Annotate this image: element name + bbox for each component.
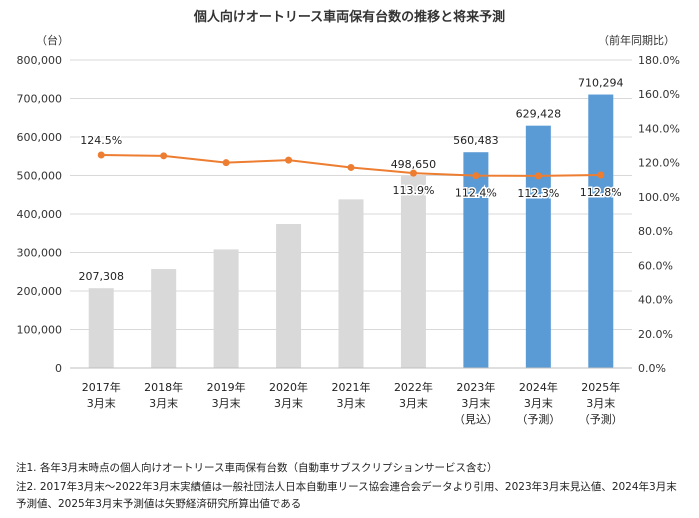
x-tick-label-line: 2017年 [82,380,121,394]
x-tick-label-line: 2024年 [519,380,558,394]
x-tick-label-line: 3月末 [337,396,366,410]
x-tick-label: 2021年 3月末 [332,380,371,410]
line-point [534,172,542,180]
right-tick-label: 100.0% [638,191,680,204]
bar-value-label: 498,650 [391,158,437,171]
right-tick-label: 60.0% [638,259,673,272]
x-tick-label-line: （予測） [516,412,560,426]
left-tick-label: 300,000 [17,247,63,260]
right-tick-label: 120.0% [638,157,680,170]
x-tick-label-line: 2018年 [144,380,183,394]
line-point [97,151,105,159]
left-tick-label: 700,000 [17,93,63,106]
x-tick-label: 2023年 3月末 （見込） [454,380,498,426]
line-point [160,152,168,160]
x-tick-label-line: 3月末 [461,396,490,410]
x-tick-label-line: （見込） [454,413,498,426]
x-tick-label-line: 3月末 [87,396,116,410]
x-tick-label-line: 2022年 [394,380,433,394]
left-tick-label: 800,000 [17,54,63,67]
line-point [222,159,230,167]
bar-value-label: 629,428 [516,108,562,121]
x-tick-label: 2022年 3月末 [394,380,433,410]
x-tick-label-line: （予測） [579,412,623,426]
x-tick-label-line: 2019年 [207,380,246,394]
bar [463,152,489,368]
x-tick-label: 2018年 3月末 [144,380,183,410]
x-tick-label-line: 3月末 [274,396,303,410]
left-tick-label: 0 [55,362,62,375]
x-tick-label: 2024年 3月末 （予測） [516,380,560,426]
bar [525,125,551,368]
left-tick-label: 500,000 [17,170,63,183]
bar [400,176,426,368]
left-tick-label: 600,000 [17,131,63,144]
right-tick-label: 0.0% [638,362,666,375]
bar-value-label: 207,308 [78,270,124,283]
x-tick-label: 2025年 3月末 （予測） [579,380,623,426]
left-tick-label: 200,000 [17,285,63,298]
right-axis-unit: （前年同期比） [598,34,675,47]
right-tick-label: 20.0% [638,328,673,341]
line-value-label: 113.9% [392,184,434,197]
line-point [597,171,605,179]
footnote-2-line2: 予測値、2025年3月末予測値は矢野経済研究所算出値である [16,498,302,510]
x-tick-label-line: 3月末 [149,396,178,410]
x-tick-label-line: 3月末 [212,396,241,410]
bar-value-label: 560,483 [453,134,499,147]
line-point [285,156,293,164]
x-tick-label-line: 2023年 [456,380,495,394]
footnote-1: 注1. 各年3月末時点の個人向けオートリース車両保有台数（自動車サブスクリプショ… [16,462,498,474]
x-tick-label-line: 2020年 [269,380,308,394]
left-tick-label: 100,000 [17,324,63,337]
x-tick-label-line: 3月末 [524,396,553,410]
x-tick-label: 2019年 3月末 [207,380,246,410]
line-value-label: 112.4% [455,187,497,200]
bar [213,249,239,368]
x-tick-label: 2020年 3月末 [269,380,308,410]
line-value-label: 112.8% [580,186,622,199]
right-tick-label: 160.0% [638,88,680,101]
x-tick-label-line: 2021年 [332,380,371,394]
right-tick-label: 180.0% [638,54,680,67]
bar [88,288,114,368]
line-point [472,172,480,180]
x-tick-label-line: 3月末 [399,396,428,410]
right-tick-label: 80.0% [638,225,673,238]
bar [338,199,364,368]
chart-plot: 207,308 498,650 560,483 629,428 710,294 124.5… [17,54,680,426]
line-value-label: 124.5% [80,134,122,147]
right-tick-label: 140.0% [638,122,680,135]
bar-value-label: 710,294 [578,77,624,90]
bar [276,224,302,368]
line-value-label: 112.3% [517,187,559,200]
footnote-2-line1: 注2. 2017年3月末～2022年3月末実績値は一般社団法人日本自動車リース協… [16,481,677,493]
x-tick-label-line: 2025年 [581,380,620,394]
x-tick-label: 2017年 3月末 [82,380,121,410]
line-point [409,169,417,177]
right-tick-label: 40.0% [638,294,673,307]
bar [151,269,177,368]
left-axis-unit: （台） [36,34,69,47]
x-tick-label-line: 3月末 [586,396,615,410]
chart-title: 個人向けオートリース車両保有台数の推移と将来予測 [193,10,506,25]
bar [588,94,614,369]
line-point [347,163,355,171]
left-tick-label: 400,000 [17,208,63,221]
